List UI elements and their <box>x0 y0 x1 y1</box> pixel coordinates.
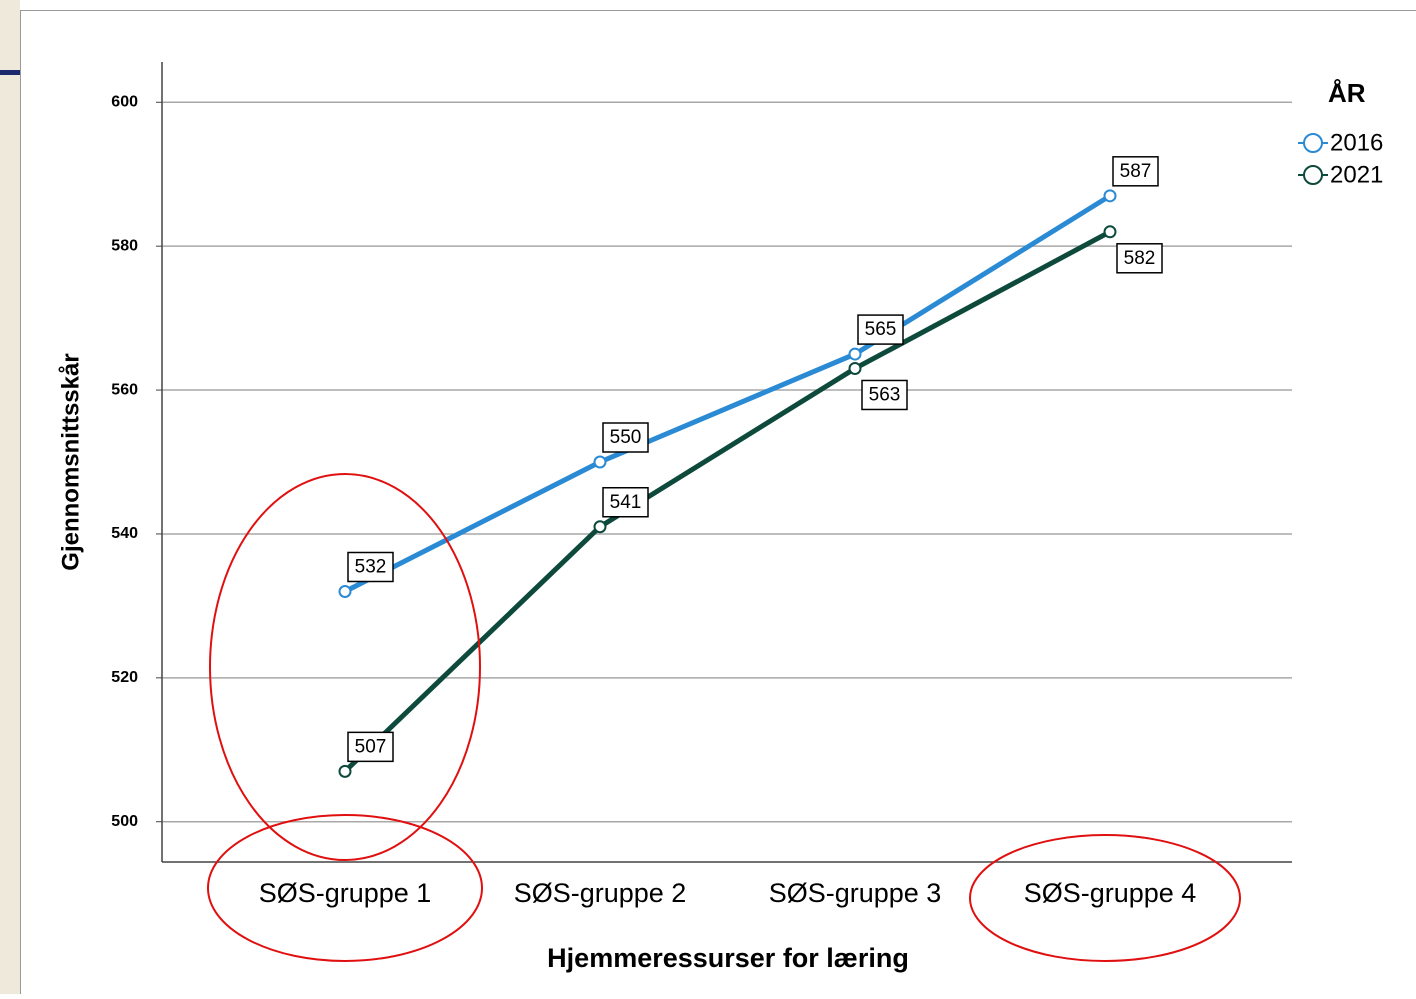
y-tick-label: 560 <box>111 381 138 398</box>
x-axis-label: Hjemmeressurser for læring <box>547 943 909 973</box>
data-label: 507 <box>355 736 387 757</box>
legend-marker <box>1304 134 1322 152</box>
x-tick-label: SØS-gruppe 3 <box>769 878 942 908</box>
legend-label: 2021 <box>1330 161 1383 188</box>
data-point <box>1105 226 1116 237</box>
data-point <box>850 363 861 374</box>
legend-marker <box>1304 166 1322 184</box>
data-label: 541 <box>610 492 642 513</box>
x-tick-label: SØS-gruppe 4 <box>1024 878 1197 908</box>
y-tick-label: 500 <box>111 813 138 830</box>
data-point <box>340 586 351 597</box>
side-strip <box>0 0 20 994</box>
side-mark <box>0 70 20 75</box>
data-label: 565 <box>865 319 897 340</box>
legend-label: 2016 <box>1330 129 1383 156</box>
data-label: 563 <box>869 384 901 405</box>
data-point <box>850 349 861 360</box>
legend-title: ÅR <box>1328 78 1366 108</box>
y-tick-label: 580 <box>111 237 138 254</box>
data-point <box>1105 190 1116 201</box>
x-tick-label: SØS-gruppe 2 <box>514 878 687 908</box>
data-label: 587 <box>1120 161 1152 182</box>
chart-frame <box>21 11 1416 995</box>
data-label: 550 <box>610 427 642 448</box>
data-point <box>595 521 606 532</box>
y-tick-label: 600 <box>111 94 138 111</box>
data-point <box>340 766 351 777</box>
y-tick-label: 520 <box>111 669 138 686</box>
x-tick-label: SØS-gruppe 1 <box>259 878 432 908</box>
y-axis-label: Gjennomsnittsskår <box>57 353 84 570</box>
y-tick-label: 540 <box>111 525 138 542</box>
data-label: 582 <box>1124 248 1156 269</box>
data-point <box>595 457 606 468</box>
data-label: 532 <box>355 557 387 578</box>
